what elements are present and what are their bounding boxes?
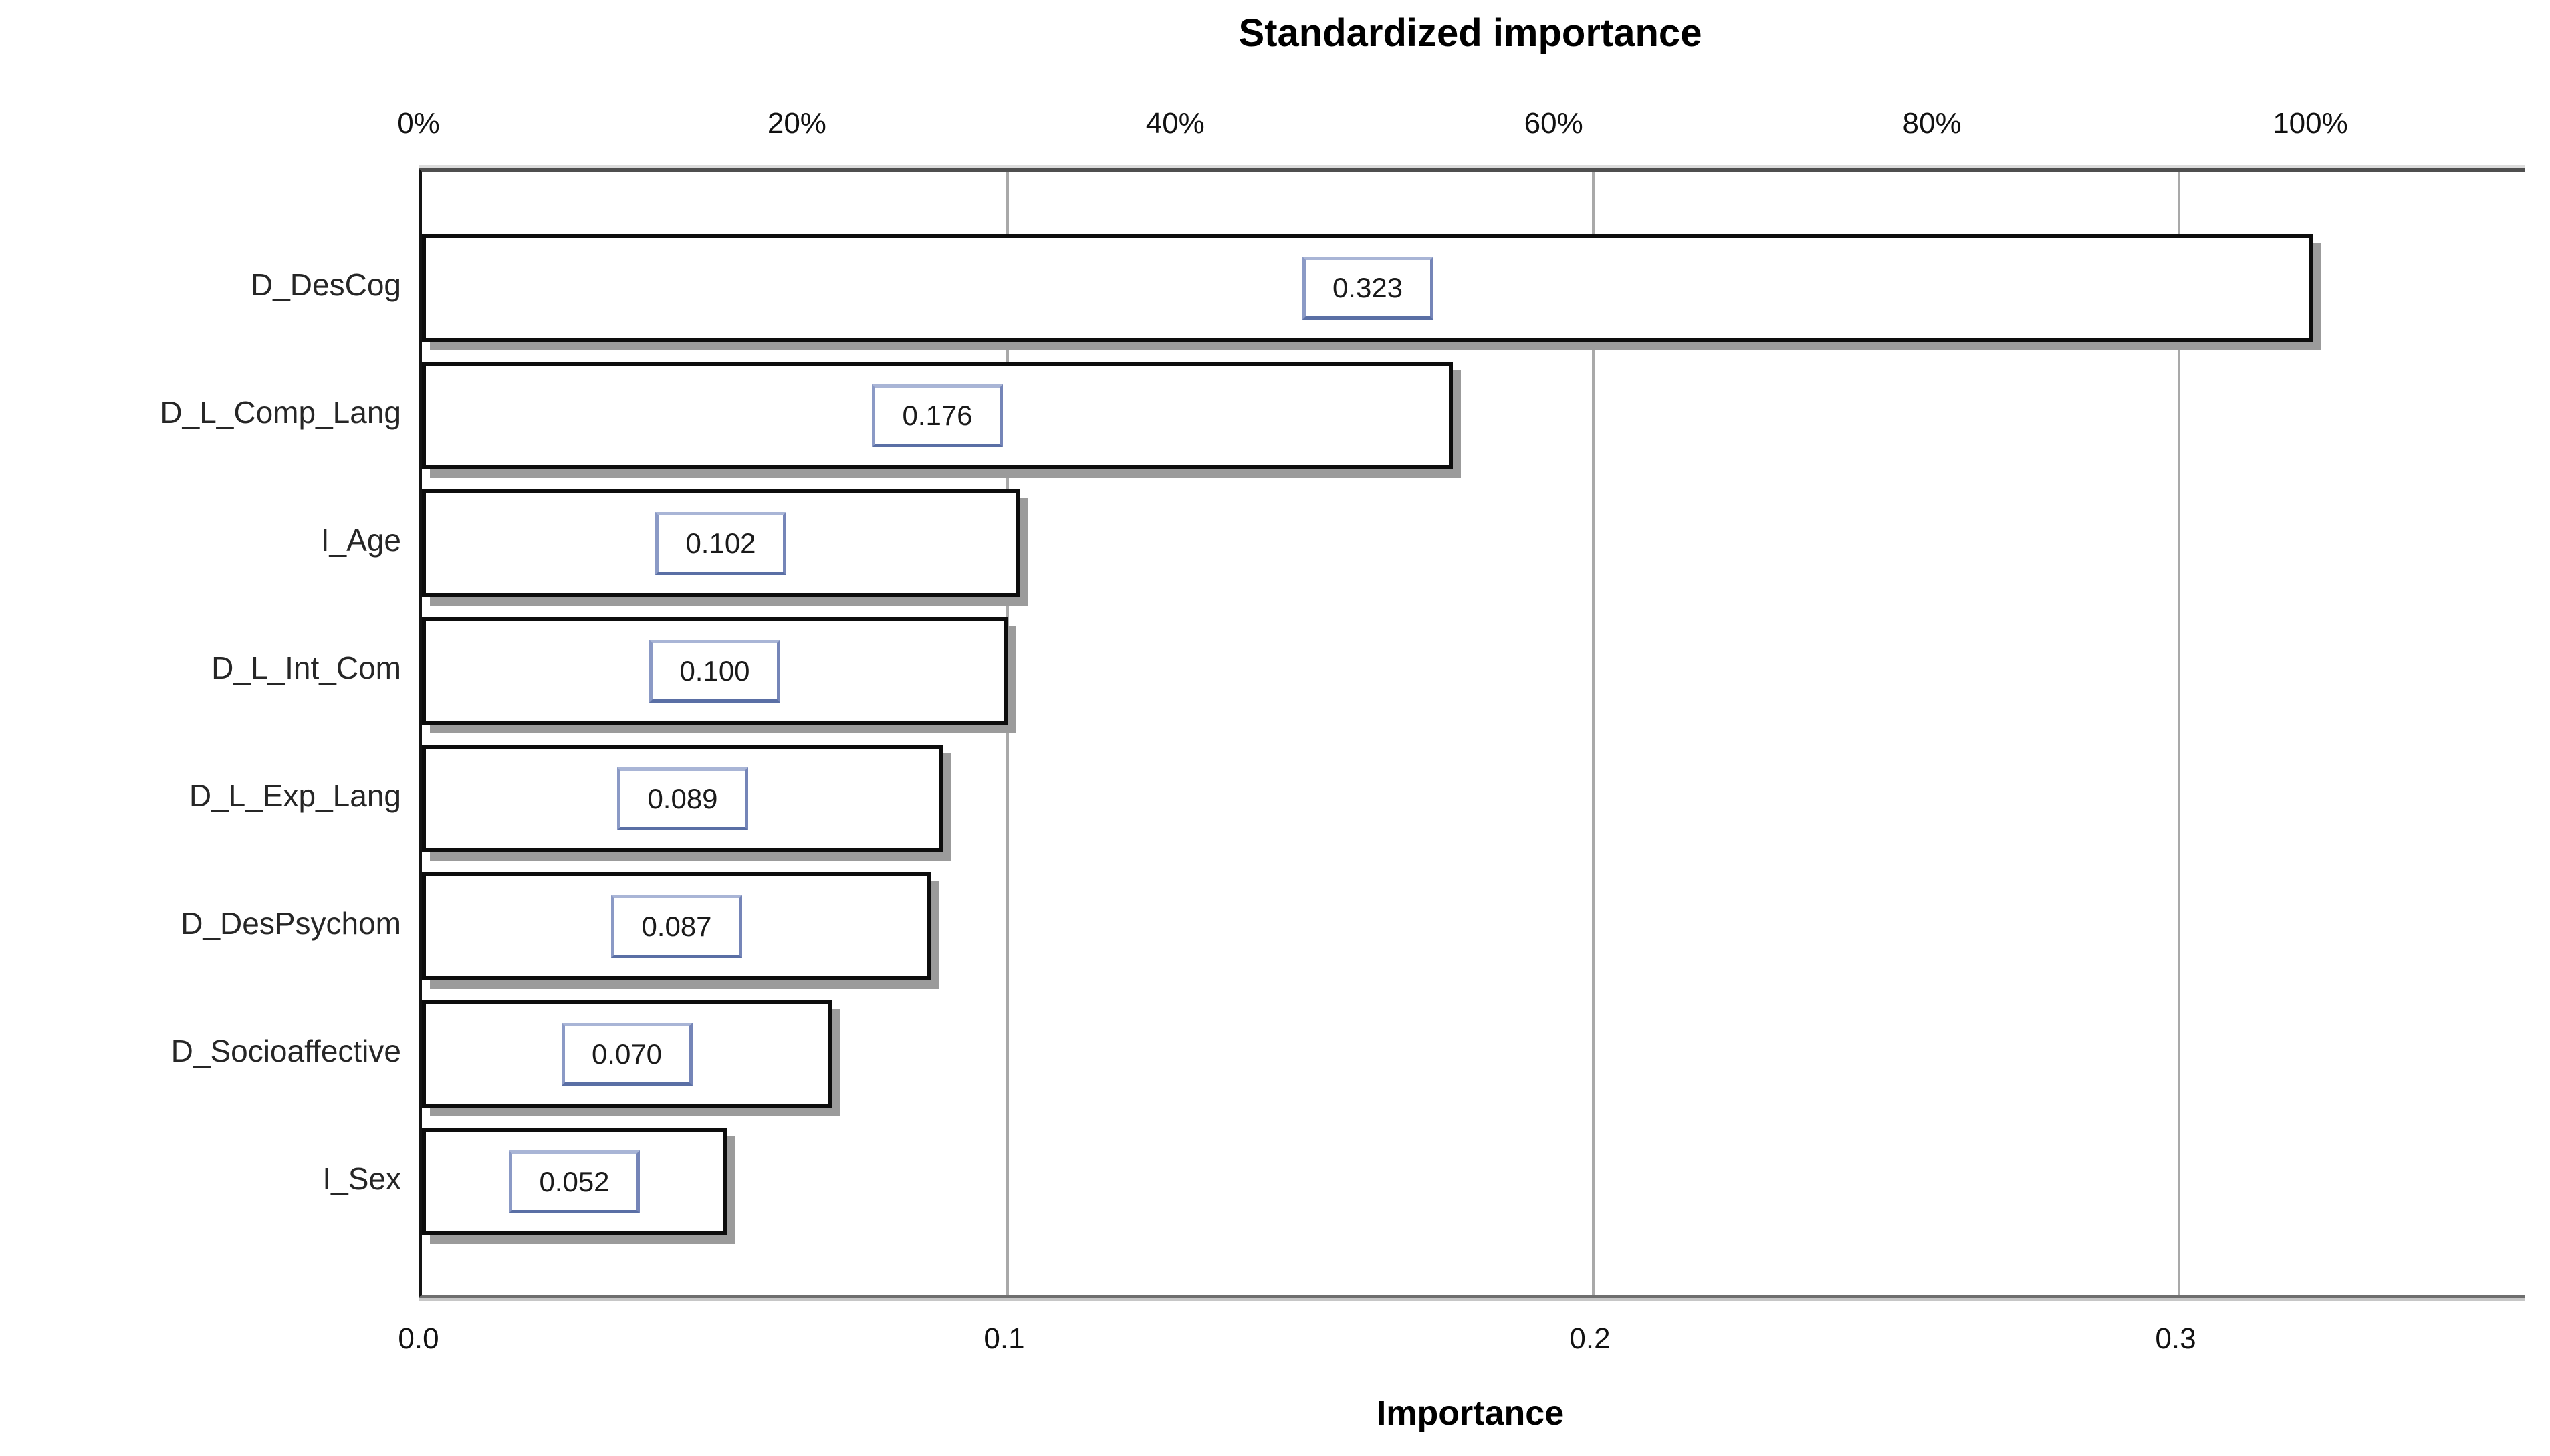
bottom-axis-tick: 0.3 <box>2155 1322 2196 1355</box>
chart-title: Standardized importance <box>1238 11 1702 55</box>
bottom-axis-tick: 0.1 <box>983 1322 1025 1355</box>
gridline <box>1006 172 1009 1295</box>
bottom-axis-tick: 0.2 <box>1569 1322 1611 1355</box>
category-label: I_Sex <box>322 1161 401 1196</box>
top-axis-tick: 20% <box>767 107 826 140</box>
top-axis-tick: 40% <box>1145 107 1205 140</box>
category-label: D_L_Int_Com <box>211 650 401 685</box>
category-label: D_DesCog <box>251 267 401 302</box>
bottom-axis-tick: 0.0 <box>398 1322 439 1355</box>
gridline <box>2178 172 2180 1295</box>
plot-area: 0.323 0.176 0.102 0.100 0.089 0.087 0.070 0.052 <box>419 168 2525 1298</box>
top-axis-tick: 60% <box>1524 107 1583 140</box>
bar: 0.052 <box>422 1128 727 1235</box>
bar: 0.323 <box>422 234 2313 342</box>
bar: 0.087 <box>422 872 931 980</box>
top-axis-tick: 100% <box>2273 107 2348 140</box>
bar: 0.176 <box>422 362 1453 469</box>
category-label: I_Age <box>320 522 401 558</box>
gridline <box>1592 172 1595 1295</box>
bar-value-box: 0.070 <box>561 1022 693 1086</box>
bar-value-label: 0.176 <box>902 399 973 431</box>
bar-value-label: 0.070 <box>591 1038 663 1070</box>
category-label: D_DesPsychom <box>181 905 401 941</box>
bar-value-label: 0.089 <box>647 782 718 814</box>
bar-value-box: 0.102 <box>655 511 786 575</box>
bar: 0.070 <box>422 1000 832 1108</box>
bar-value-label: 0.102 <box>685 527 756 559</box>
bar-value-box: 0.323 <box>1302 256 1433 320</box>
bar-value-label: 0.052 <box>539 1165 610 1197</box>
bar: 0.102 <box>422 489 1020 597</box>
bar-value-box: 0.052 <box>509 1150 640 1213</box>
bar-value-label: 0.323 <box>1332 271 1403 304</box>
category-label: D_L_Exp_Lang <box>189 777 401 813</box>
category-label: D_L_Comp_Lang <box>160 394 401 430</box>
bar-value-label: 0.087 <box>641 910 712 942</box>
category-label: D_Socioaffective <box>170 1033 401 1068</box>
bar-value-label: 0.100 <box>679 654 750 687</box>
top-axis-tick: 0% <box>397 107 440 140</box>
x-axis-title: Importance <box>1376 1394 1564 1433</box>
bar: 0.089 <box>422 745 943 852</box>
bar-value-box: 0.100 <box>649 639 780 703</box>
bar-value-box: 0.089 <box>617 767 748 830</box>
top-axis-tick: 80% <box>1902 107 1962 140</box>
bar: 0.100 <box>422 617 1008 725</box>
bar-value-box: 0.087 <box>611 894 742 958</box>
bar-value-box: 0.176 <box>872 384 1003 447</box>
